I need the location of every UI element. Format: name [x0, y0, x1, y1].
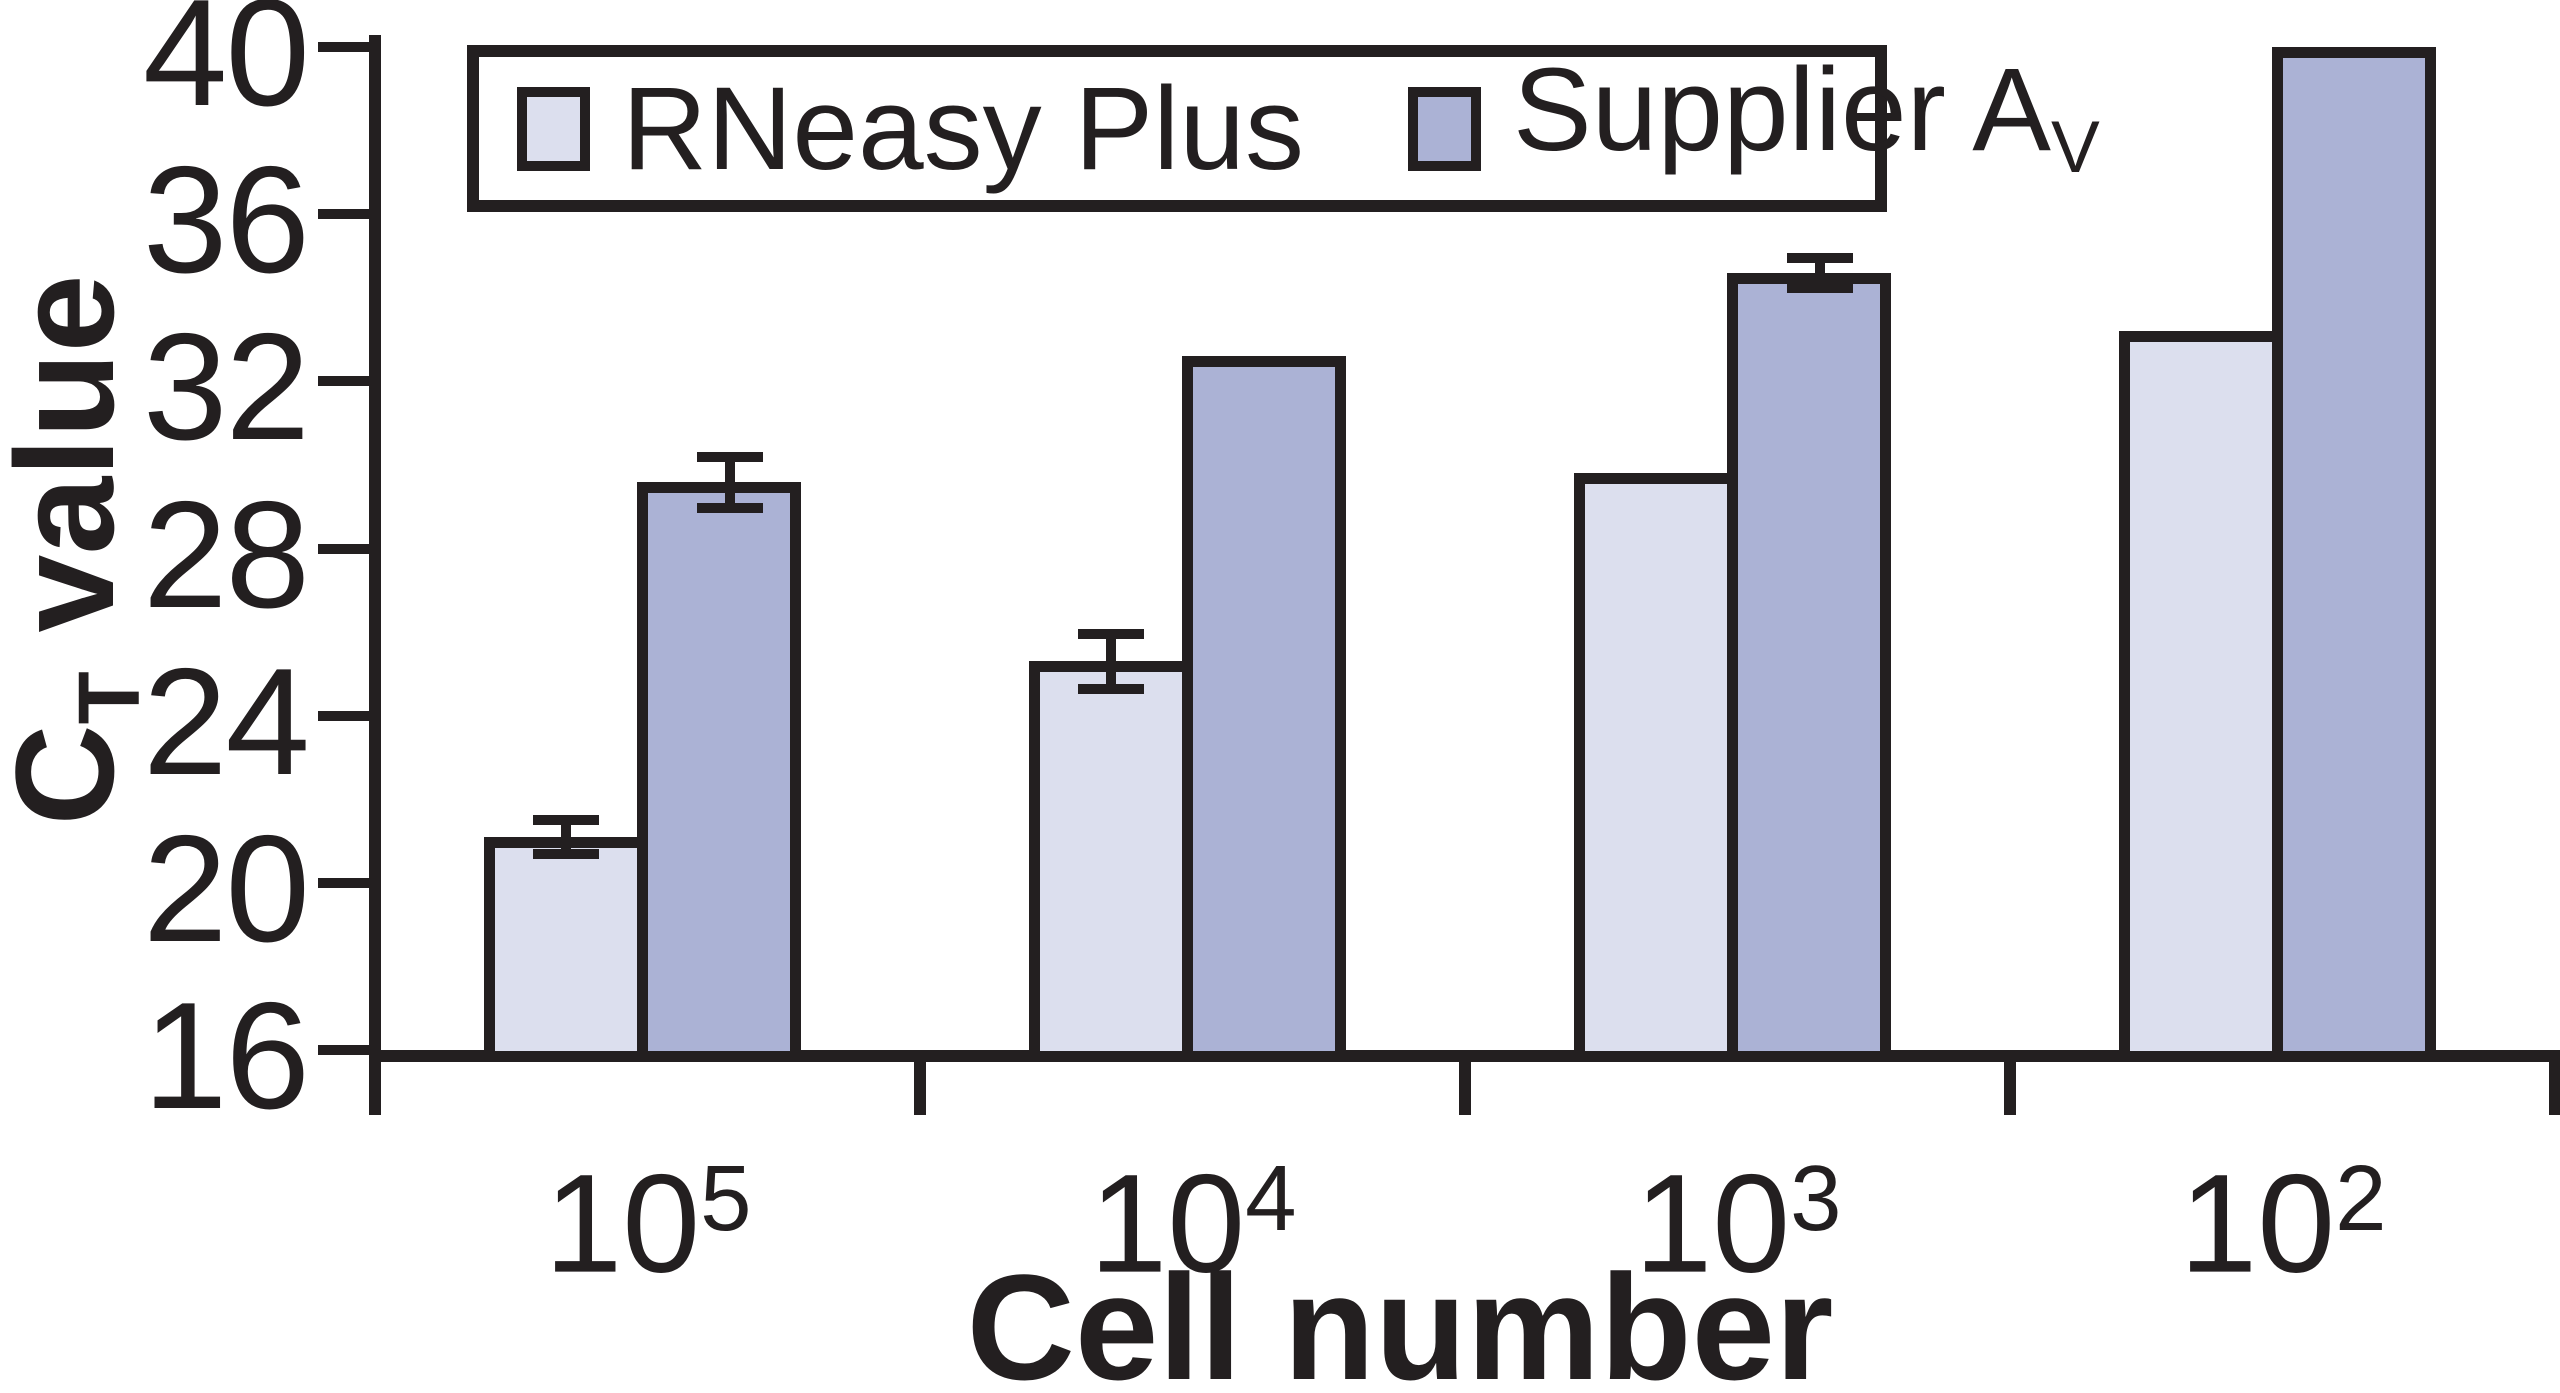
y-tick-label: 40 — [142, 0, 310, 138]
y-tick-label: 24 — [142, 636, 310, 807]
error-bar-cap-bottom — [1786, 283, 1853, 294]
x-category-exponent: 4 — [1245, 1146, 1297, 1250]
x-category-base: 10 — [1634, 1144, 1791, 1302]
error-bar-cap-top — [532, 815, 599, 826]
x-tick — [2549, 1062, 2560, 1115]
x-category-base: 10 — [544, 1144, 701, 1302]
y-tick-label: 20 — [142, 803, 310, 974]
bar-rneasy-10e5 — [483, 836, 648, 1062]
error-bar-stem — [560, 824, 571, 850]
x-tick — [2004, 1062, 2016, 1115]
y-tick — [318, 710, 375, 721]
x-category-label: 103 — [1466, 1128, 2011, 1294]
error-bar-stem — [1105, 638, 1116, 685]
error-bar-stem — [1814, 262, 1825, 284]
x-category-label: 104 — [921, 1128, 1466, 1294]
x-tick — [914, 1062, 926, 1115]
error-bar-cap-bottom — [1077, 684, 1144, 695]
bar-rneasy-10e3 — [1573, 473, 1738, 1062]
legend: RNeasy Plus Supplier AV — [467, 45, 2100, 212]
legend-item-supplier: Supplier AV — [1408, 51, 2100, 206]
legend-label-rneasy: RNeasy Plus — [622, 70, 1304, 188]
error-bar-cap-top — [1077, 629, 1144, 640]
y-tick-label: 36 — [142, 135, 310, 306]
y-tick — [318, 1045, 375, 1055]
x-category-label: 102 — [2011, 1128, 2556, 1294]
y-tick — [318, 42, 375, 52]
y-tick — [318, 877, 375, 888]
x-axis-line — [369, 1050, 2560, 1062]
bar-rneasy-10e2 — [2118, 331, 2283, 1062]
y-tick — [318, 209, 375, 220]
y-tick — [318, 543, 375, 554]
x-category-base: 10 — [2179, 1144, 2336, 1302]
y-tick-label: 16 — [142, 971, 310, 1141]
legend-label-rneasy-text: RNeasy Plus — [622, 62, 1305, 195]
legend-label-supplier-subscript: V — [2050, 105, 2100, 188]
bar-supplier-10e3 — [1726, 272, 1891, 1062]
error-bar-cap-bottom — [532, 849, 599, 860]
y-axis-title: CT value — [0, 200, 158, 900]
legend-item-rneasy: RNeasy Plus — [517, 70, 1304, 188]
x-category-label: 105 — [376, 1128, 921, 1294]
y-axis-title-subscript: T — [61, 671, 159, 725]
y-axis-line — [369, 35, 381, 1115]
y-axis-title-rest: value — [0, 274, 143, 672]
y-tick — [318, 376, 375, 387]
y-axis-title-main: C — [0, 724, 143, 826]
error-bar-cap-top — [1786, 253, 1853, 264]
legend-label-supplier: Supplier AV — [1513, 51, 2100, 206]
x-category-exponent: 2 — [2335, 1146, 2387, 1250]
error-bar-cap-top — [696, 451, 763, 462]
x-category-exponent: 5 — [700, 1146, 752, 1250]
x-category-exponent: 3 — [1790, 1146, 1842, 1250]
x-tick — [369, 1062, 381, 1115]
error-bar-stem — [724, 460, 735, 503]
legend-label-supplier-text: Supplier A — [1513, 44, 2051, 177]
bar-supplier-10e5 — [636, 481, 801, 1062]
y-tick-label: 32 — [142, 302, 310, 473]
legend-swatch-supplier — [1408, 86, 1482, 171]
bar-rneasy-10e4 — [1028, 661, 1193, 1062]
legend-swatch-rneasy — [517, 86, 590, 171]
x-axis-title-text: Cell number — [966, 1243, 1834, 1393]
x-category-base: 10 — [1089, 1144, 1246, 1302]
error-bar-cap-bottom — [696, 502, 763, 513]
x-axis-title: Cell number — [0, 1252, 2560, 1393]
x-tick — [1459, 1062, 1471, 1115]
y-tick-label: 28 — [142, 469, 310, 640]
bar-supplier-10e4 — [1181, 356, 1346, 1062]
bar-supplier-10e2 — [2271, 47, 2436, 1062]
